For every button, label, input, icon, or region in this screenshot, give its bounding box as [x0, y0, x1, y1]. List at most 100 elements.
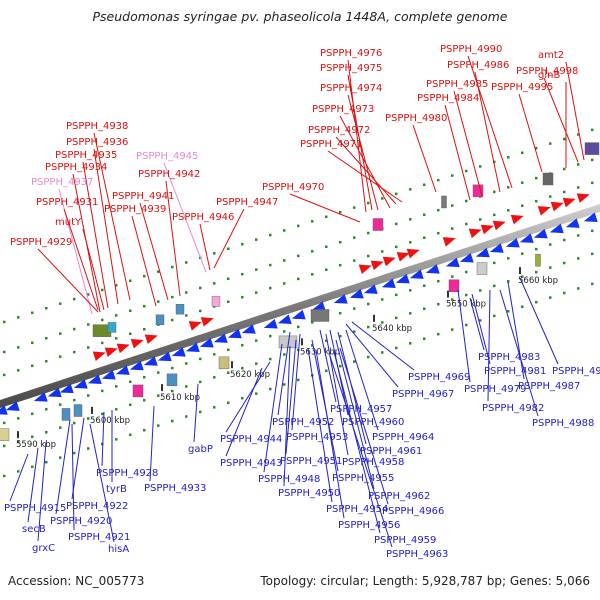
label-leader	[325, 333, 349, 456]
gene-label-pspph_4962: PSPPH_4962	[368, 491, 430, 502]
label-leader	[453, 90, 483, 197]
track-dot	[269, 263, 272, 267]
gene-label-pspph_4936: PSPPH_4936	[66, 137, 128, 148]
track-dot	[367, 231, 370, 235]
gene-label-pspph_4948: PSPPH_4948	[258, 474, 320, 485]
track-dot	[59, 403, 62, 406]
track-dot	[3, 320, 6, 324]
kbp-tick-mark	[231, 361, 233, 369]
gene-label-pspph_4969: PSPPH_4969	[408, 372, 470, 383]
track-dot	[157, 424, 160, 427]
track-dot	[87, 346, 90, 349]
forward-gene-arrow	[480, 224, 494, 235]
track-dot	[563, 261, 566, 265]
operon-box	[211, 296, 221, 307]
label-leader	[37, 248, 99, 313]
forward-gene-arrow	[370, 260, 384, 271]
gene-label-glnb: glnB	[538, 70, 560, 81]
gene-label-pspph_4988: PSPPH_4988	[532, 418, 594, 429]
gene-label-pspph_4984: PSPPH_4984	[417, 93, 479, 104]
label-leader	[291, 333, 301, 431]
gene-label-muty: mutY	[55, 217, 82, 228]
label-leader	[225, 367, 263, 457]
label-leader	[55, 419, 71, 515]
track-dot	[591, 128, 594, 132]
track-dot	[465, 293, 468, 297]
forward-gene-arrow	[537, 206, 551, 216]
label-leader	[307, 347, 333, 503]
gene-label-pspph_4975: PSPPH_4975	[320, 63, 382, 74]
label-leader	[277, 331, 291, 416]
operon-box	[372, 218, 384, 231]
gene-label-pspph_4972: PSPPH_4972	[308, 125, 370, 136]
reverse-gene-arrow	[363, 284, 378, 294]
track-dot	[255, 268, 258, 271]
track-dot	[171, 318, 174, 322]
track-dot	[493, 314, 496, 318]
reverse-gene-arrow	[505, 237, 520, 248]
track-dot	[283, 330, 286, 333]
track-dot	[129, 309, 132, 313]
track-dot	[521, 204, 524, 207]
track-dot	[409, 218, 412, 221]
track-dot	[115, 438, 118, 441]
track-dot	[199, 309, 202, 313]
gene-label-pspph_4955: PSPPH_4955	[332, 473, 394, 484]
track-dot	[227, 300, 230, 304]
track-dot	[325, 215, 328, 219]
track-dot	[255, 339, 258, 342]
track-dot	[129, 380, 132, 384]
track-dot	[297, 277, 300, 281]
gene-label-pspph_4941: PSPPH_4941	[112, 191, 174, 202]
label-leader	[315, 349, 345, 519]
label-leader	[27, 447, 39, 523]
track-dot	[3, 474, 6, 478]
gene-label-pspph_4947: PSPPH_4947	[216, 197, 278, 208]
track-dot	[199, 357, 202, 361]
reverse-gene-arrow	[333, 294, 348, 304]
track-dot	[213, 376, 216, 379]
gene-label-pspph_4944: PSPPH_4944	[220, 434, 282, 445]
track-dot	[577, 287, 580, 290]
forward-gene-arrow	[92, 351, 106, 361]
label-leader	[89, 423, 115, 543]
track-dot	[339, 334, 342, 338]
track-dot	[269, 334, 272, 338]
track-dot	[17, 470, 20, 473]
operon-box	[472, 184, 484, 198]
track-dot	[101, 318, 104, 322]
reverse-gene-arrow	[33, 392, 48, 402]
track-dot	[339, 311, 342, 315]
label-leader	[71, 423, 75, 531]
track-dot	[185, 385, 188, 388]
kbp-tick-label: 5640 kbp	[372, 324, 412, 334]
label-leader	[131, 215, 157, 307]
label-leader	[327, 150, 403, 203]
reverse-gene-arrow	[381, 278, 396, 288]
label-leader	[283, 345, 291, 487]
track-dot	[45, 306, 48, 310]
label-leader	[199, 223, 211, 271]
label-leader	[507, 281, 525, 380]
track-dot	[31, 364, 34, 368]
track-dot	[535, 146, 538, 150]
label-leader	[63, 208, 99, 311]
track-dot	[115, 408, 118, 411]
track-dot	[507, 310, 510, 313]
track-dot	[521, 275, 524, 278]
track-dot	[311, 321, 314, 324]
operon-box	[132, 384, 144, 398]
reverse-gene-arrow	[489, 243, 504, 253]
label-leader	[285, 339, 297, 455]
track-dot	[171, 295, 174, 299]
track-dot	[87, 447, 90, 450]
kbp-tick-mark	[17, 431, 19, 439]
gene-label-pspph_4990: PSPPH_4990	[440, 44, 502, 55]
track-dot	[283, 353, 286, 356]
track-dot	[31, 465, 34, 469]
label-leader	[339, 347, 389, 505]
operon-box	[155, 314, 165, 325]
track-dot	[241, 343, 244, 347]
track-dot	[227, 371, 230, 375]
gene-label-pspph_4974: PSPPH_4974	[320, 83, 382, 94]
